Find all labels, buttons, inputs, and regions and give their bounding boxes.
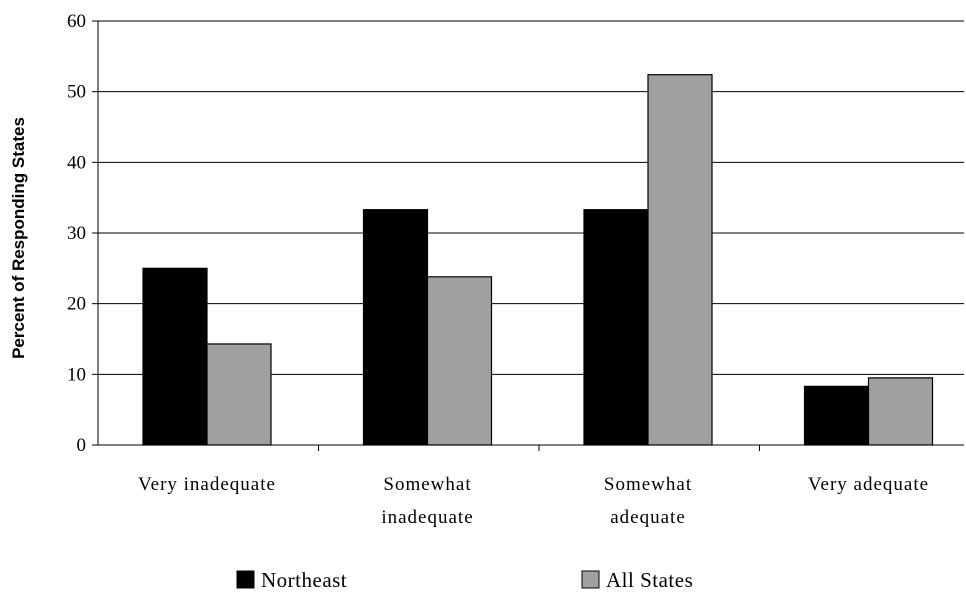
y-tick-label: 30	[67, 223, 86, 244]
legend-swatch	[236, 570, 255, 589]
legend-swatch	[581, 570, 600, 589]
x-category-label: inadequate	[381, 507, 473, 528]
x-category-label: Very adequate	[808, 474, 929, 495]
y-axis-title: Percent of Responding States	[9, 117, 28, 359]
bar-northeast	[803, 385, 870, 446]
axis-labels: 0 10 20 30 40 50 60 Very inadequate Somewhat inad…	[67, 11, 929, 528]
y-tick-label: 0	[77, 435, 87, 456]
legend: Northeast All States	[236, 568, 693, 592]
x-category-label: Somewhat	[604, 474, 692, 495]
bar-all-states	[647, 74, 713, 446]
legend-label: Northeast	[261, 568, 347, 592]
legend-label: All States	[606, 568, 693, 592]
y-tick-label: 60	[67, 11, 86, 32]
bars	[142, 74, 934, 446]
axes	[92, 20, 964, 451]
x-category-label: Very inadequate	[138, 474, 276, 495]
bar-northeast	[583, 209, 649, 446]
bar-northeast	[362, 209, 429, 446]
y-tick-label: 50	[67, 82, 86, 103]
y-tick-label: 40	[67, 152, 86, 173]
bar-northeast	[142, 267, 208, 446]
bar-all-states	[426, 276, 493, 446]
bar-all-states	[206, 343, 272, 446]
gridlines	[98, 20, 964, 375]
x-category-label: adequate	[610, 507, 686, 528]
y-tick-label: 20	[67, 294, 86, 315]
x-category-label: Somewhat	[383, 474, 471, 495]
y-tick-label: 10	[67, 364, 86, 385]
bar-all-states	[867, 377, 934, 446]
